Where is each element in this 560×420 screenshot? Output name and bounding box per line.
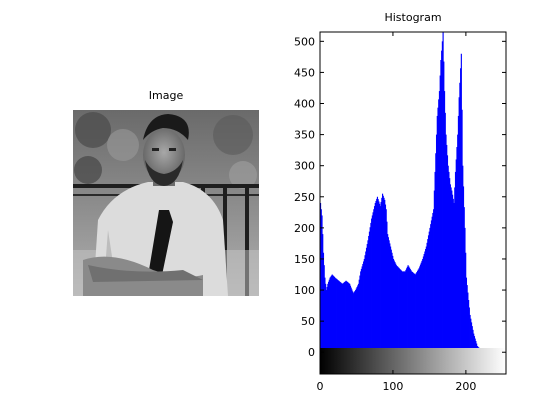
y-tick-label: 0 [308, 346, 315, 359]
y-tick-label: 100 [294, 284, 315, 297]
y-tick-label: 150 [294, 253, 315, 266]
y-tick-label: 250 [294, 191, 315, 204]
x-tick-label: 0 [317, 380, 324, 393]
y-tick-label: 400 [294, 98, 315, 111]
y-tick-label: 200 [294, 222, 315, 235]
y-tick-label: 500 [294, 35, 315, 48]
y-tick-label: 300 [294, 160, 315, 173]
y-tick-label: 350 [294, 129, 315, 142]
y-tick-label: 50 [301, 315, 315, 328]
histogram-bars [320, 32, 506, 352]
y-tick-label: 450 [294, 66, 315, 79]
x-tick-label: 100 [382, 380, 403, 393]
x-tick-label: 200 [455, 380, 476, 393]
grayscale-colorbar [320, 348, 506, 374]
